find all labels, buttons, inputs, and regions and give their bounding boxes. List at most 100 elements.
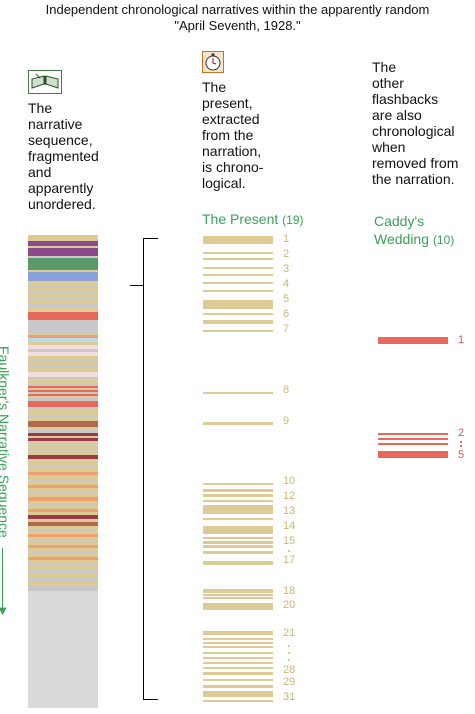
narrative-stripe — [28, 433, 98, 436]
present-number: 9 — [283, 415, 290, 427]
wedding-number: 1 — [458, 334, 465, 346]
present-bar — [203, 236, 273, 244]
present-bar — [203, 551, 273, 554]
narrative-stripe — [28, 384, 98, 386]
narrative-stripe — [28, 333, 98, 335]
narrative-stripe — [28, 356, 98, 360]
narrative-stripe — [28, 272, 98, 276]
narrative-stripe — [28, 501, 98, 504]
ellipsis-dot — [288, 659, 290, 661]
narrative-caption-line: narrative — [28, 116, 83, 132]
narrative-stripe — [28, 537, 98, 540]
narrative-stripe — [28, 526, 98, 529]
ellipsis-dot — [288, 645, 290, 647]
narrative-stripe — [28, 492, 98, 494]
present-number: 28 — [283, 664, 296, 676]
wedding-count: (10) — [432, 233, 455, 247]
narrative-stripe — [28, 338, 98, 342]
present-bar — [203, 258, 273, 260]
narrative-stripe — [28, 256, 98, 258]
present-bar — [203, 494, 273, 497]
present-caption-line: extracted — [202, 111, 260, 127]
narrative-stripe — [28, 368, 98, 372]
present-bar — [203, 526, 273, 534]
narrative-caption-line: sequence, — [28, 132, 93, 148]
present-caption-line: The — [202, 79, 227, 95]
narrative-stripe — [28, 307, 98, 312]
narrative-stripe — [28, 512, 98, 515]
narrative-stripe — [28, 415, 98, 418]
present-bar — [203, 290, 273, 292]
present-bar — [203, 685, 273, 688]
present-bar — [203, 657, 273, 659]
narrative-stripe — [28, 294, 98, 298]
present-number: 5 — [283, 293, 290, 305]
narrative-stripe — [28, 566, 98, 570]
narrative-stripe — [28, 421, 98, 427]
present-caption-line: narration, — [202, 143, 262, 159]
present-number: 17 — [283, 554, 296, 566]
present-bar — [203, 642, 273, 644]
narrative-stripe — [28, 418, 98, 421]
narrative-stripe — [28, 304, 98, 307]
narrative-sequence-label-text: Faulkner's Narrative Sequence — [0, 346, 12, 538]
narrative-stripe — [28, 485, 98, 488]
present-caption: The present, extracted from the narration, is… — [202, 79, 312, 191]
ellipsis-dot — [460, 445, 462, 447]
narrative-stripe — [28, 235, 98, 241]
narrative-stripe — [28, 463, 98, 466]
narrative-stripe — [28, 300, 98, 304]
present-caption-line: from the — [202, 127, 254, 143]
narrative-stripe — [28, 352, 98, 356]
wedding-number: 5 — [458, 449, 465, 461]
narrative-stripe — [28, 335, 98, 338]
narrative-stripe — [28, 288, 98, 292]
present-number: 7 — [283, 323, 290, 335]
narrative-stripe — [28, 292, 98, 294]
present-number: 1 — [283, 233, 290, 245]
present-number: 2 — [283, 248, 290, 260]
present-bar — [203, 518, 273, 520]
narrative-caption-line: fragmented — [28, 148, 99, 164]
present-caption-line: logical. — [202, 175, 246, 191]
present-number: 4 — [283, 278, 290, 290]
narrative-stripe — [28, 394, 98, 396]
present-bar — [203, 545, 273, 548]
present-bar — [203, 274, 273, 276]
narrative-stripe — [28, 410, 98, 415]
narrative-stripe — [28, 585, 98, 591]
narrative-stripe — [28, 573, 98, 577]
flashbacks-caption-line: removed from — [372, 155, 459, 171]
present-bar — [203, 505, 273, 514]
present-number: 6 — [283, 308, 290, 320]
narrative-stripe — [28, 446, 98, 450]
flashbacks-caption-line: other — [372, 75, 404, 91]
flashbacks-caption-line: the narration. — [372, 171, 455, 187]
narrative-stripe — [28, 366, 98, 368]
present-bar — [203, 330, 273, 332]
present-bar — [203, 422, 273, 425]
narrative-stripe — [28, 452, 98, 455]
arrowhead-icon: ▶ — [0, 608, 8, 616]
present-bar — [203, 700, 273, 702]
ellipsis-dot — [288, 652, 290, 654]
narrative-stripe — [28, 246, 98, 248]
present-bar — [203, 679, 273, 681]
narrative-stripe — [28, 248, 98, 256]
narrative-stripe — [28, 479, 98, 481]
narrative-stripe — [28, 396, 98, 398]
narrative-stripe — [28, 407, 98, 410]
wedding-bar — [378, 451, 448, 458]
narrative-stripe — [28, 542, 98, 545]
narrative-stripe — [28, 427, 98, 430]
narrative-stripe — [28, 388, 98, 390]
narrative-stripe — [28, 286, 98, 288]
present-bar — [203, 594, 273, 596]
narrative-stripe — [28, 545, 98, 548]
narrative-stripe — [28, 570, 98, 573]
narrative-stripe — [28, 466, 98, 468]
open-book-icon — [28, 70, 62, 94]
bracket-pointer — [130, 285, 144, 286]
present-bar — [203, 561, 273, 565]
present-number: 29 — [283, 676, 296, 688]
